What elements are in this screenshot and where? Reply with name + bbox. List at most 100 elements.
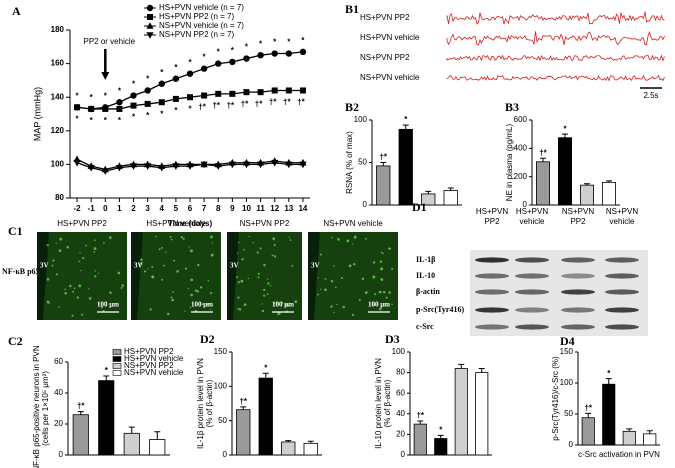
marker — [271, 50, 278, 57]
blot-band — [561, 257, 595, 263]
ventricle — [308, 232, 320, 320]
y-tick-label: 400 — [514, 143, 528, 152]
stained-cell — [46, 278, 50, 281]
significance: * — [118, 86, 122, 95]
legend-label: NS+PVN vehicle — [124, 368, 184, 377]
row-label: IL-1β — [416, 255, 435, 264]
error-bar — [562, 133, 568, 138]
stained-cell — [80, 269, 82, 272]
marker — [172, 163, 180, 170]
error-bar — [437, 434, 444, 439]
marker — [130, 92, 137, 99]
stained-cell — [82, 257, 85, 260]
column-label: vehicle — [520, 217, 545, 226]
marker — [74, 104, 81, 111]
panel-label: B1 — [345, 2, 359, 16]
stained-cell — [151, 265, 154, 268]
significance: * — [287, 38, 291, 47]
marker — [200, 65, 208, 72]
column-label: HS+PVN PP2 — [57, 219, 107, 228]
stain-label: NF-κB p65 — [2, 267, 40, 276]
region-label: 3V — [40, 262, 49, 270]
stained-cell — [288, 236, 290, 238]
marker — [256, 161, 265, 169]
x-tick-label: 13 — [284, 204, 293, 213]
error-bar — [605, 378, 612, 385]
marker — [214, 163, 222, 170]
error-bar — [626, 428, 633, 432]
significance: †* — [227, 101, 235, 110]
stained-cell — [372, 261, 376, 264]
stained-cell — [69, 284, 72, 288]
trace-label: HS+PVN PP2 — [360, 13, 410, 22]
marker — [144, 87, 151, 94]
stained-cell — [335, 286, 337, 289]
stained-cell — [372, 275, 376, 279]
x-tick-label: 3 — [145, 204, 150, 213]
stained-cell — [79, 252, 81, 254]
error-bar — [606, 180, 612, 183]
error-bar — [646, 430, 653, 434]
stained-cell — [209, 308, 212, 311]
marker — [243, 89, 250, 96]
bar — [98, 380, 115, 456]
stained-cell — [385, 296, 388, 299]
stained-cell — [76, 296, 80, 299]
bar — [443, 190, 458, 206]
stained-cell — [108, 236, 112, 240]
panel-label: D3 — [385, 332, 400, 346]
stained-cell — [380, 251, 382, 254]
marker — [101, 168, 109, 175]
stained-cell — [93, 247, 97, 250]
stained-cell — [151, 276, 154, 279]
x-axis-label: Time (days) — [168, 219, 213, 228]
y-tick-label: 100 — [560, 378, 574, 387]
significance: * — [607, 369, 611, 378]
y-tick-label: 100 — [392, 347, 406, 356]
error-bar — [402, 124, 409, 130]
stained-cell — [270, 284, 272, 287]
stained-cell — [248, 235, 250, 238]
marker — [285, 161, 293, 169]
marker — [242, 161, 251, 169]
y-axis-label: MAP (mmHg) — [32, 87, 42, 141]
marker — [158, 80, 165, 87]
stained-cell — [64, 292, 67, 295]
stained-cell — [97, 272, 99, 274]
significance: * — [203, 53, 207, 62]
stained-cell — [388, 291, 391, 294]
stained-cell — [319, 253, 322, 256]
column-label: PP2 — [570, 217, 586, 226]
stained-cell — [180, 236, 183, 239]
marker — [257, 89, 264, 96]
stained-cell — [252, 242, 254, 244]
blot-band — [475, 257, 509, 263]
stained-cell — [237, 296, 240, 299]
legend-swatch — [112, 356, 122, 362]
significance: * — [273, 38, 277, 47]
marker — [229, 58, 236, 66]
x-tick-label: 14 — [298, 204, 307, 213]
stained-cell — [97, 302, 100, 305]
marker — [144, 100, 151, 107]
x-tick-label: 10 — [242, 204, 251, 213]
stained-cell — [261, 303, 263, 305]
significance: * — [439, 426, 443, 435]
error-bar — [447, 187, 454, 191]
marker — [299, 48, 307, 56]
error-bar — [380, 162, 387, 166]
stained-cell — [331, 236, 333, 239]
stained-cell — [263, 263, 266, 267]
stained-cell — [351, 313, 355, 316]
y-tick-label: 80 — [396, 368, 405, 377]
marker — [215, 90, 222, 97]
significance: * — [174, 106, 178, 115]
column-label: NS+PVN PP2 — [240, 219, 290, 228]
y-tick-label: 0 — [401, 450, 406, 459]
stained-cell — [78, 260, 80, 263]
marker — [186, 70, 194, 77]
marker — [130, 102, 137, 109]
blot-band — [605, 307, 639, 313]
legend-swatch — [112, 349, 122, 355]
stained-cell — [286, 304, 289, 307]
